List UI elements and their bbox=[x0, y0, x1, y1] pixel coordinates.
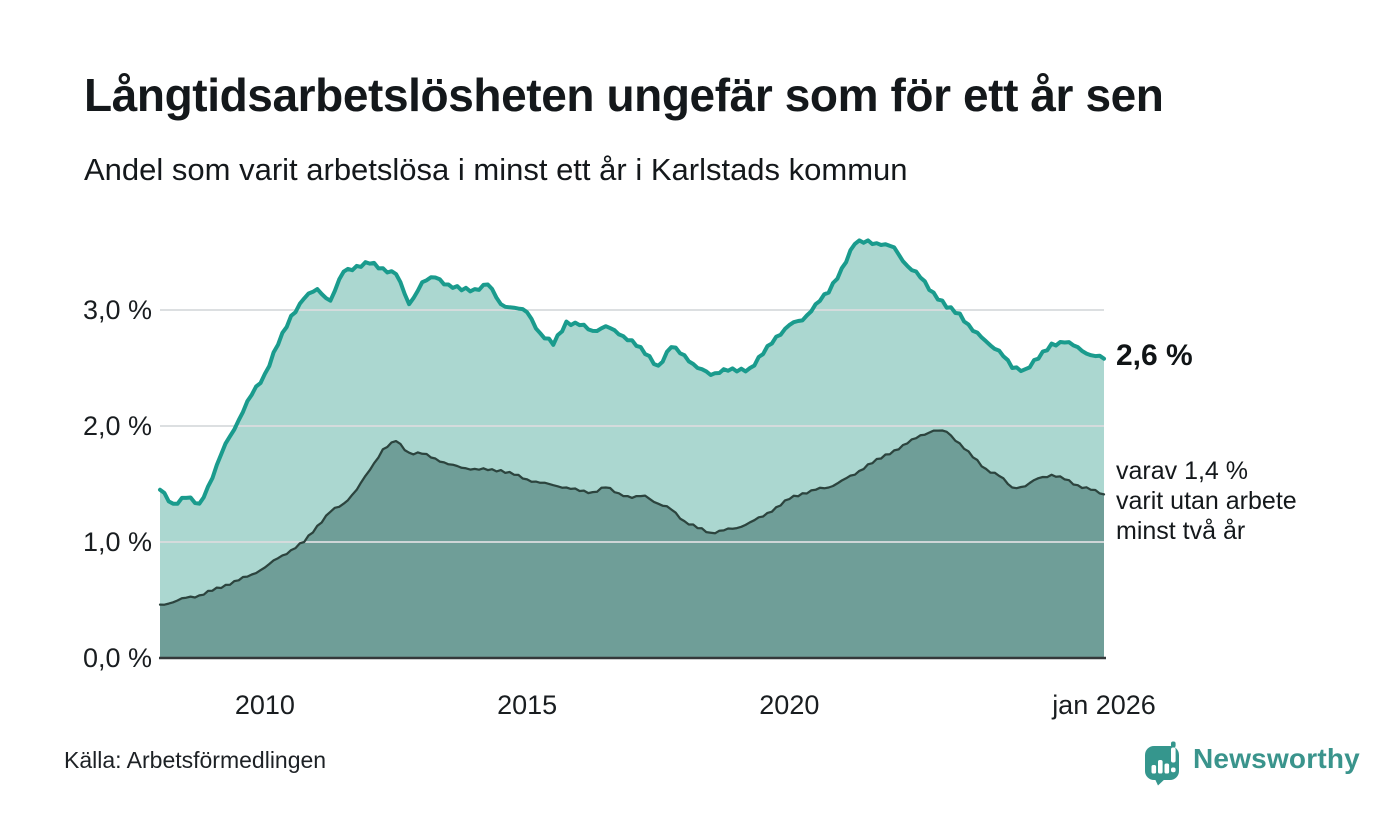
newsworthy-logo-icon bbox=[1145, 741, 1179, 786]
x-tick-label: 2010 bbox=[234, 690, 295, 720]
x-tick-label: 2020 bbox=[759, 690, 820, 720]
newsworthy-brand: Newsworthy bbox=[1144, 739, 1360, 787]
area-fill-minst-tva-ar bbox=[160, 430, 1104, 658]
y-tick-label: 3,0 % bbox=[82, 295, 152, 325]
end-label-subset-line-2: varit utan arbete bbox=[1116, 487, 1297, 515]
x-tick-label: jan 2026 bbox=[1052, 690, 1156, 720]
end-label-subset-line-3: minst två år bbox=[1116, 517, 1246, 545]
line-minst-tva-ar bbox=[158, 429, 1106, 606]
end-label-subset-line-1: varav 1,4 % bbox=[1116, 457, 1249, 485]
y-tick-label: 2,0 % bbox=[82, 411, 152, 441]
chart-subtitle: Andel som varit arbetslösa i minst ett å… bbox=[84, 152, 908, 187]
end-label-total: 2,6 % bbox=[1116, 339, 1193, 372]
source-credit: Källa: Arbetsförmedlingen bbox=[64, 747, 327, 773]
y-tick-label: 1,0 % bbox=[82, 527, 152, 557]
y-tick-label: 0,0 % bbox=[82, 643, 152, 673]
newsworthy-wordmark: Newsworthy bbox=[1193, 743, 1360, 774]
end-label-subset: varav 1,4 % varit utan arbete minst två … bbox=[1116, 456, 1297, 546]
line-minst-ett-ar bbox=[158, 238, 1106, 506]
x-tick-label: 2015 bbox=[497, 690, 558, 720]
page-title: Långtidsarbetslösheten ungefär som för e… bbox=[84, 69, 1164, 121]
